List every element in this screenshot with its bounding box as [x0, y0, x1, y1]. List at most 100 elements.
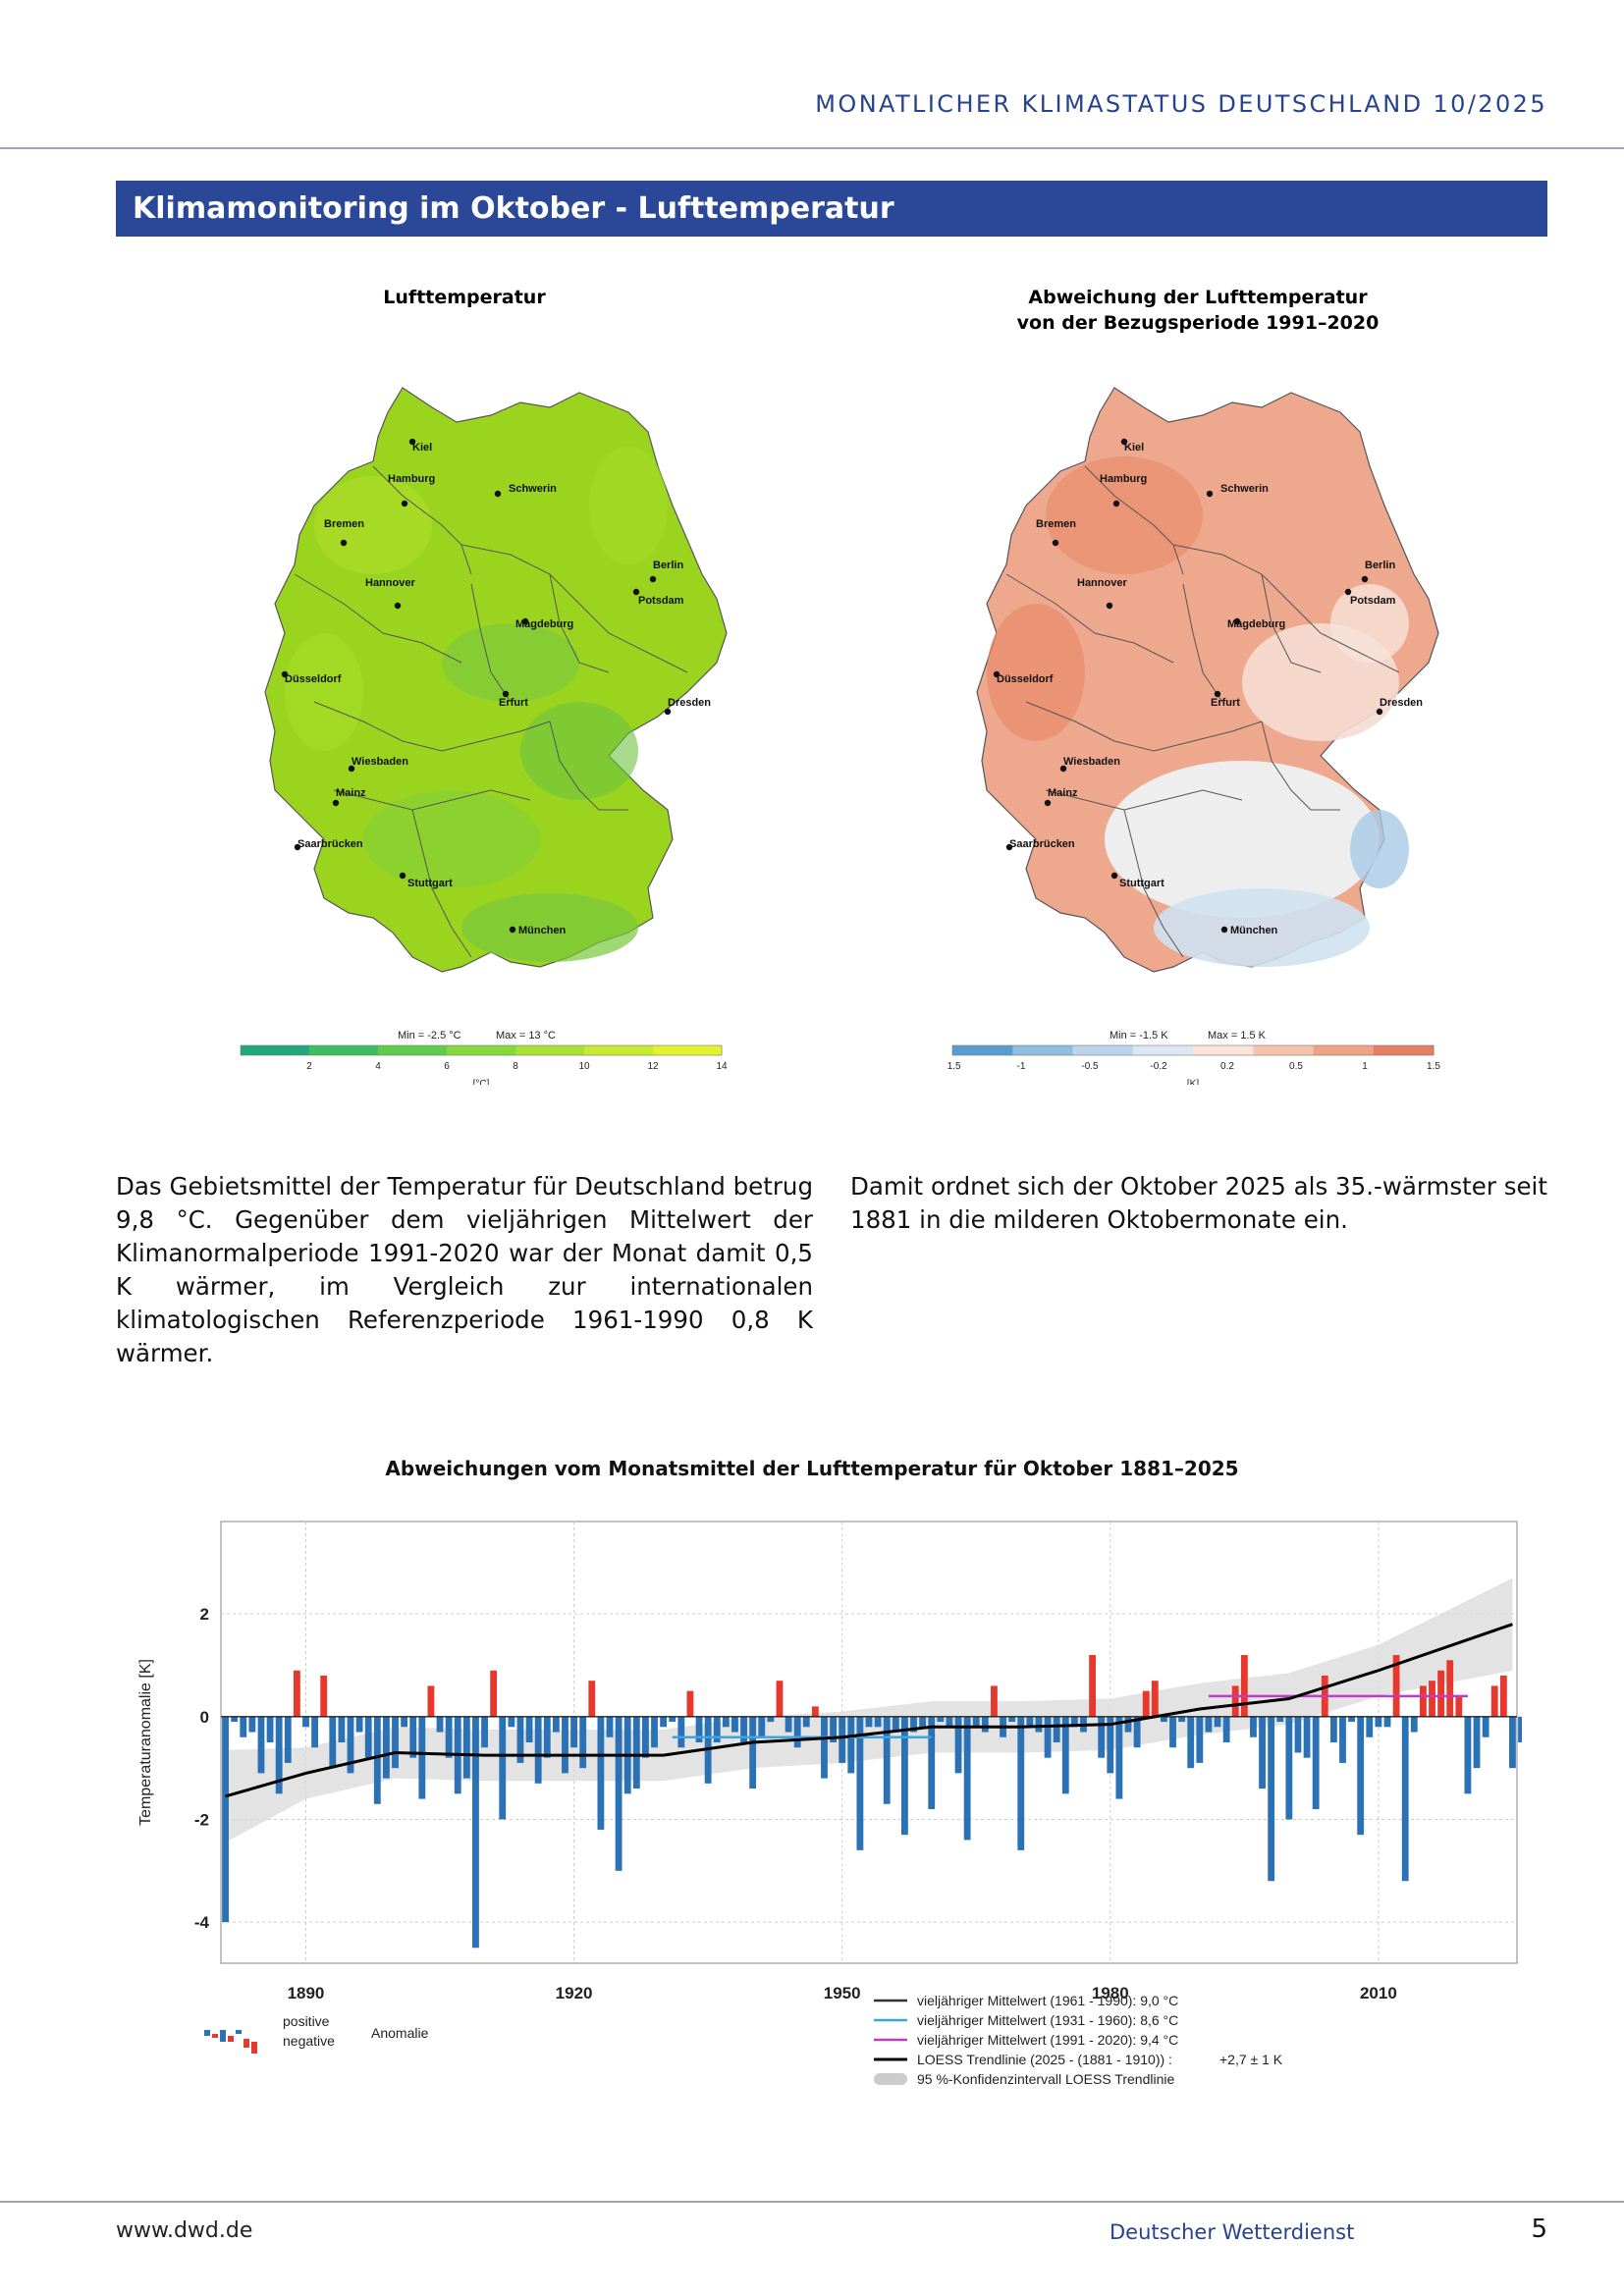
chart-bar — [1044, 1716, 1052, 1758]
right-state-border — [1261, 721, 1340, 811]
left-state-border — [549, 573, 610, 673]
chart-bar — [686, 1690, 694, 1717]
chart-legend-line-label: vieljähriger Mittelwert (1961 - 1990): 9… — [917, 1993, 1178, 2008]
chart-bar — [606, 1716, 614, 1737]
left-shade-patch — [589, 447, 668, 564]
chart-bar — [883, 1716, 891, 1804]
chart-bar — [1312, 1716, 1320, 1810]
chart-bar — [677, 1716, 685, 1748]
chart-legend-mini-bar — [220, 2030, 226, 2042]
right-legend-swatch — [1373, 1045, 1435, 1055]
chart-bar — [481, 1716, 488, 1748]
chart-bar — [1151, 1681, 1159, 1717]
chart-bar — [946, 1716, 953, 1728]
left-city-dot — [649, 575, 657, 583]
chart-bar — [1276, 1716, 1284, 1723]
right-city-dot — [1112, 500, 1120, 507]
right-city-dot — [1214, 690, 1221, 698]
chart-bar — [874, 1716, 882, 1728]
left-city-label: Kiel — [412, 442, 432, 454]
chart-bar — [1250, 1716, 1257, 1737]
right-legend-tick: -1 — [1017, 1061, 1026, 1072]
chart-bar — [338, 1716, 346, 1742]
footer-url-link[interactable]: www.dwd.de — [116, 2218, 253, 2243]
left-shade-patch — [461, 893, 638, 962]
left-city-label: Magdeburg — [515, 618, 573, 630]
left-legend-tick: 10 — [578, 1061, 590, 1072]
right-city-label: Düsseldorf — [997, 673, 1054, 685]
chart-bar — [713, 1716, 721, 1742]
chart-bar — [1161, 1716, 1167, 1723]
right-legend-swatch — [1072, 1045, 1134, 1055]
chart-legend-mini-bar — [236, 2030, 242, 2034]
right-legend-frame — [951, 1044, 1435, 1056]
chart-bar — [1473, 1716, 1481, 1769]
chart-bar — [597, 1716, 605, 1830]
chart-bar — [615, 1716, 623, 1871]
chart-bar — [1410, 1716, 1418, 1733]
left-legend-tick: 12 — [647, 1061, 659, 1072]
chart-bar — [1482, 1716, 1489, 1737]
right-map-group: Kiel Hamburg Schwerin Bremen Berlin Hannover P… — [976, 387, 1439, 973]
chart-bar — [1142, 1690, 1150, 1717]
chart-bar — [695, 1716, 703, 1742]
chart-title: Abweichungen vom Monatsmittel der Luftte… — [385, 1457, 1239, 1480]
left-legend-swatch — [653, 1045, 723, 1055]
chart-bar — [767, 1716, 775, 1723]
chart-bar — [427, 1685, 435, 1717]
chart-bar — [436, 1716, 444, 1733]
chart-bar — [409, 1716, 417, 1758]
chart-legend-anomaly-label: Anomalie — [371, 2025, 429, 2041]
chart-bar — [1169, 1716, 1176, 1748]
chart-bar — [383, 1716, 390, 1779]
chart-bar — [1446, 1660, 1454, 1717]
chart-bar — [1294, 1716, 1302, 1753]
right-shade-patch — [1154, 888, 1370, 967]
left-legend-swatch — [309, 1045, 379, 1055]
left-legend-frame — [240, 1044, 723, 1056]
right-city-dot — [1110, 872, 1118, 880]
left-paragraph: Das Gebietsmittel der Temperatur für Deu… — [116, 1172, 813, 1367]
right-city-label: Saarbrücken — [1009, 838, 1075, 850]
chart-bar — [347, 1716, 354, 1774]
anomaly-bar-chart: 1890 1920 1950 1980 2010 -4 -2 0 2 Temperaturanom… — [137, 1521, 1522, 2087]
chart-bar — [311, 1716, 318, 1748]
chart-bar — [1070, 1716, 1078, 1728]
right-map-title-line2: von der Bezugsperiode 1991–2020 — [1016, 312, 1380, 334]
chart-legend-line-label: 95 %-Konfidenzintervall LOESS Trendlinie — [917, 2071, 1174, 2087]
right-map-title: Abweichung der Lufttemperatur von der Be… — [952, 285, 1443, 336]
chart-bar — [588, 1681, 596, 1717]
chart-bar — [847, 1716, 855, 1774]
chart-bar — [722, 1716, 730, 1728]
chart-bar — [1420, 1685, 1427, 1717]
chart-bar — [839, 1716, 846, 1763]
chart-bar — [1017, 1716, 1025, 1850]
chart-bar — [552, 1716, 560, 1733]
chart-bar — [830, 1716, 837, 1742]
chart-legend-line-label: vieljähriger Mittelwert (1991 - 2020): 9… — [917, 2032, 1178, 2048]
right-city-label: Erfurt — [1211, 697, 1240, 709]
chart-bar — [579, 1716, 587, 1769]
chart-bar — [543, 1716, 551, 1758]
section-banner: Klimamonitoring im Oktober - Lufttempera… — [116, 181, 1547, 237]
chart-bar — [1231, 1685, 1239, 1717]
chart-x-tick-label: 1950 — [824, 1984, 861, 2002]
left-shade-patch — [314, 476, 432, 574]
right-legend-tick: 1.5 — [1427, 1061, 1440, 1072]
left-state-border — [294, 573, 462, 664]
right-city-label: Berlin — [1365, 560, 1395, 571]
right-city-label: Stuttgart — [1119, 878, 1164, 889]
chart-bar — [632, 1716, 640, 1789]
chart-bar — [401, 1716, 408, 1728]
chart-bar — [257, 1716, 265, 1774]
right-city-label: Kiel — [1124, 442, 1144, 454]
chart-bar — [892, 1716, 899, 1733]
chart-bar — [1375, 1716, 1382, 1728]
chart-bar — [1115, 1716, 1123, 1799]
chart-bar — [1061, 1716, 1069, 1794]
chart-bar — [1133, 1716, 1141, 1748]
chart-bar — [1178, 1716, 1186, 1723]
left-city-label: Saarbrücken — [298, 838, 363, 850]
left-city-dot — [394, 602, 402, 610]
chart-bar — [1187, 1716, 1195, 1769]
